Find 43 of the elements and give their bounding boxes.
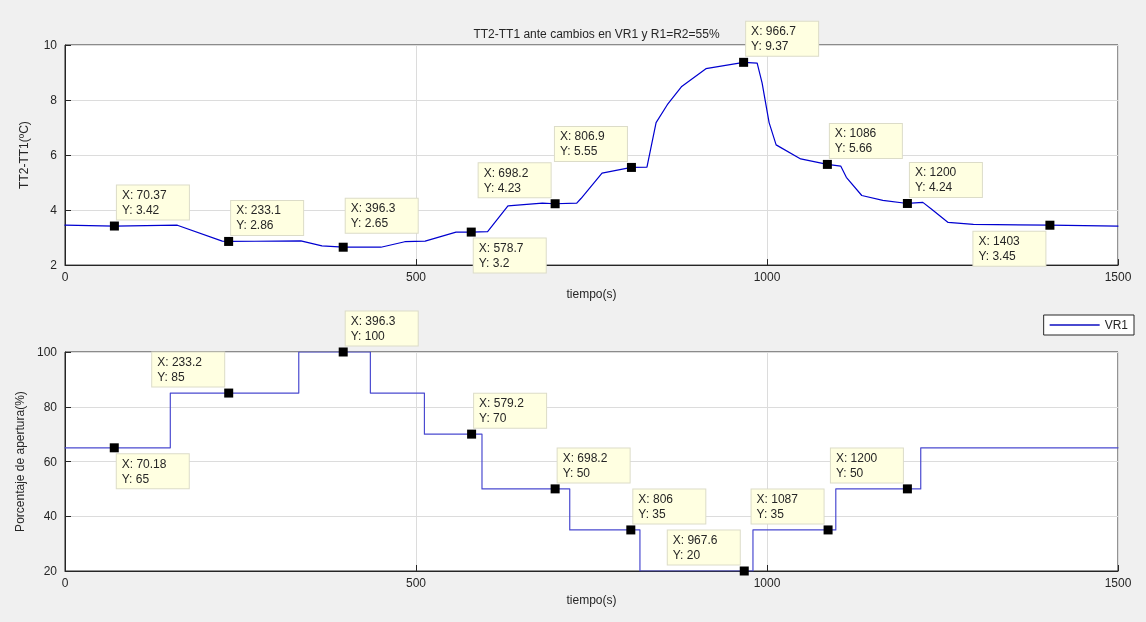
x-axis-title: tiempo(s) (566, 592, 617, 607)
annotation: X: 1086 Y: 5.66 (834, 126, 877, 156)
x-tick-label: 0 (61, 270, 69, 285)
annotation: X: 396.3 Y: 2.65 (350, 201, 396, 231)
annotation: X: 967.6 Y: 20 (672, 533, 718, 562)
annotation: X: 578.7 Y: 3.2 (478, 241, 524, 271)
annotation: X: 579.2 Y: 70 (479, 396, 525, 426)
annotation: X: 806 Y: 35 (638, 491, 674, 521)
annotation: X: 233.2 Y: 85 (157, 355, 203, 385)
y-tick-label: 20 (43, 564, 58, 578)
x-tick-label: 1500 (1104, 576, 1132, 590)
y-tick-label: 80 (43, 399, 58, 414)
annotation: X: 698.2 Y: 4.23 (483, 165, 529, 195)
y-tick-label: 6 (50, 148, 58, 163)
x-tick-label: 0 (61, 576, 69, 590)
x-tick-label: 1000 (753, 270, 781, 285)
annotation: X: 1087 Y: 35 (756, 491, 799, 521)
annotation: X: 698.2 Y: 50 (562, 450, 608, 480)
y-tick-label: 4 (50, 203, 58, 218)
y-tick-label: 60 (43, 454, 58, 469)
x-tick-label: 1500 (1104, 270, 1132, 285)
legend-label: VR1 (1104, 318, 1129, 332)
annotation: X: 70.18 Y: 65 (121, 456, 167, 486)
y-tick-label: 2 (50, 258, 58, 273)
x-tick-label: 500 (405, 576, 427, 590)
chart-title: TT2-TT1 ante cambios en VR1 y R1=R2=55% (473, 27, 720, 41)
y-axis-title: TT2-TT1(ºC) (17, 121, 31, 189)
annotation: X: 806.9 Y: 5.55 (559, 129, 605, 159)
y-tick-label: 8 (50, 93, 58, 108)
annotation: X: 1403 Y: 3.45 (978, 234, 1021, 264)
annotation: X: 1200 Y: 50 (835, 450, 878, 480)
annotation: X: 233.1 Y: 2.86 (236, 203, 282, 233)
annotation: X: 1200 Y: 4.24 (914, 165, 957, 195)
x-tick-label: 500 (405, 270, 427, 285)
x-axis-title: tiempo(s) (566, 287, 617, 301)
y-tick-label: 40 (43, 509, 58, 524)
annotation: X: 70.37 Y: 3.42 (121, 188, 167, 218)
y-tick-label: 10 (43, 38, 58, 52)
annotation: X: 966.7 Y: 9.37 (751, 24, 797, 54)
y-axis-title: Porcentaje de apertura(%) (13, 391, 28, 532)
y-tick-label: 100 (36, 345, 58, 359)
annotation: X: 396.3 Y: 100 (350, 314, 396, 343)
x-tick-label: 1000 (753, 576, 781, 590)
